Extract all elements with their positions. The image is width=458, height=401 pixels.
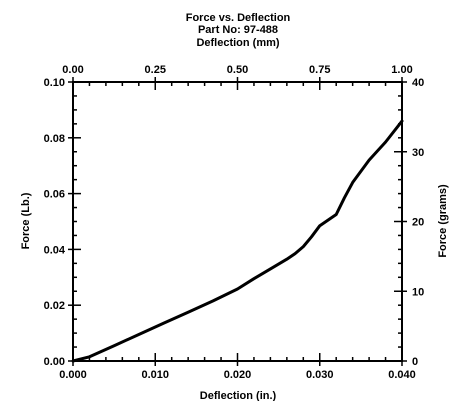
y-tick-label: 0.00	[44, 356, 65, 368]
y2-tick-label: 40	[412, 77, 424, 89]
y-tick-label: 0.04	[44, 244, 66, 256]
x-tick-label: 0.000	[59, 369, 87, 381]
y-tick-label: 0.08	[44, 133, 65, 145]
y-tick-label: 0.06	[44, 189, 65, 201]
y2-tick-label: 20	[412, 217, 424, 229]
y-axis-label: Force (Lb.)	[20, 192, 32, 249]
x2-tick-label: 1.00	[391, 64, 412, 76]
series-line	[71, 119, 404, 363]
x-tick-label: 0.030	[306, 369, 334, 381]
y-tick-label: 0.10	[44, 77, 65, 89]
x-tick-label: 0.020	[224, 369, 252, 381]
x2-tick-label: 0.00	[62, 64, 83, 76]
y2-tick-label: 0	[412, 356, 418, 368]
axis-ticks	[68, 77, 407, 366]
y-tick-label: 0.02	[44, 300, 65, 312]
x2-tick-label: 0.50	[227, 64, 248, 76]
y2-tick-label: 30	[412, 147, 424, 159]
y2-axis-label: Force (grams)	[437, 184, 449, 258]
chart-title: Force vs. Deflection	[186, 12, 291, 24]
y2-tick-label: 10	[412, 286, 424, 298]
x2-axis-label: Deflection (mm)	[196, 37, 279, 49]
chart-subtitle: Part No: 97-488	[198, 24, 278, 36]
x2-tick-label: 0.75	[309, 64, 330, 76]
x-tick-label: 0.010	[141, 369, 169, 381]
plot-frame	[72, 81, 403, 362]
x-axis-label: Deflection (in.)	[200, 390, 277, 401]
x-tick-label: 0.040	[388, 369, 416, 381]
x2-tick-label: 0.25	[145, 64, 166, 76]
